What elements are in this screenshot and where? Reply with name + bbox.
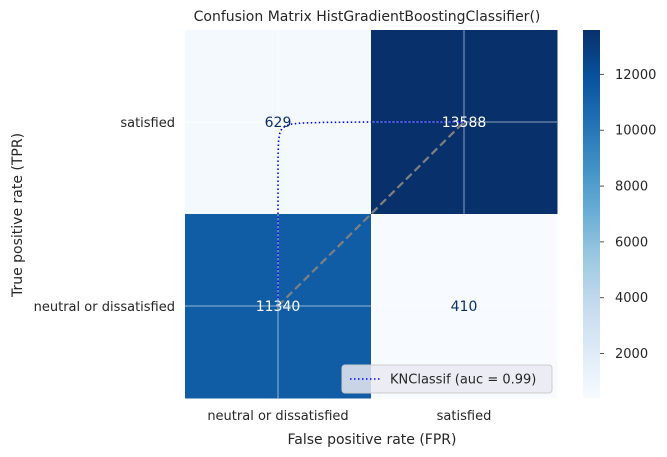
colorbar: 2000 4000 6000 8000 10000 12000 [583,30,656,398]
cell-value-label: 13588 [442,115,487,131]
y-tick-label: satisfied [120,116,175,131]
cell-value-label: 11340 [256,299,301,315]
axis-ticks: neutral or dissatisfied satisfied satisfie… [34,116,492,424]
x-axis-label: False positive rate (FPR) [288,432,457,448]
colorbar-tick-label: 2000 [615,347,648,362]
chart-title: Confusion Matrix HistGradientBoostingCla… [194,9,541,25]
colorbar-tick-label: 4000 [615,291,648,306]
colorbar-ticks: 2000 4000 6000 8000 10000 12000 [600,68,656,362]
cell-value-label: 410 [451,299,478,315]
legend-label: KNClassif (auc = 0.99) [390,373,536,388]
colorbar-tick-label: 10000 [615,124,656,139]
legend-box [341,364,553,394]
x-tick-label: neutral or dissatisfied [207,409,348,424]
colorbar-tick-label: 8000 [615,180,648,195]
y-tick-label: neutral or dissatisfied [34,300,175,315]
x-tick-label: satisfied [437,409,492,424]
roc-lines [277,121,465,307]
cell-labels: 629 13588 11340 410 [256,115,487,315]
diagonal-reference-line [277,121,465,307]
cell-value-label: 629 [265,115,292,131]
legend: KNClassif (auc = 0.99) [341,364,553,394]
colorbar-tick-label: 12000 [615,68,656,83]
colorbar-gradient [583,30,600,398]
roc-curve-line [277,121,464,306]
y-axis-label: True positive rate (TPR) [10,133,26,298]
heatmap-cells [185,30,558,399]
colorbar-tick-label: 6000 [615,235,648,250]
